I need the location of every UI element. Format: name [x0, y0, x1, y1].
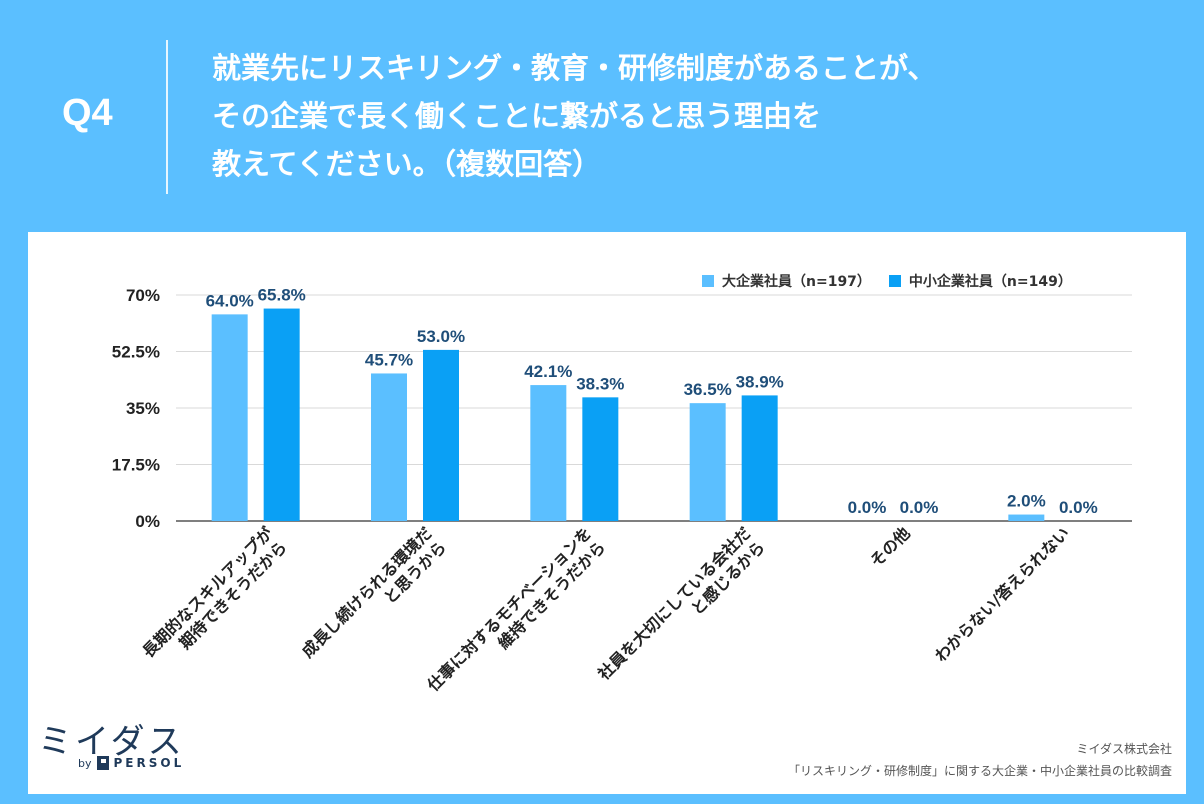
data-label: 38.9%: [736, 372, 784, 391]
data-label: 0.0%: [848, 498, 887, 517]
y-tick-label: 52.5%: [112, 343, 160, 362]
source-company: ミイダス株式会社: [1076, 742, 1172, 756]
x-tick-label-line: その他: [866, 523, 913, 570]
x-tick-label-line: 成長し続けられる環境だ: [298, 523, 436, 661]
legend-swatch: [702, 275, 714, 287]
x-tick-label-line: 社員を大切にしている会社だ: [594, 523, 755, 684]
question-line: その企業で長く働くことに繋がると思う理由を: [212, 99, 822, 133]
bar: [263, 308, 300, 521]
bar: [689, 403, 726, 521]
miidas-logo: ミイダス by PERSOL: [38, 714, 228, 776]
source-survey: 「リスキリング・研修制度」に関する大企業・中小企業社員の比較調査: [787, 764, 1172, 778]
data-label: 2.0%: [1007, 492, 1046, 511]
x-tick-label: 社員を大切にしている会社だと感じるから: [594, 523, 769, 698]
y-tick-label: 70%: [126, 286, 160, 305]
legend-label: 中小企業社員（n=149）: [908, 274, 1072, 290]
data-label: 0.0%: [900, 498, 939, 517]
x-tick-label-line: 仕事に対するモチベーションを: [423, 523, 595, 695]
question-text: 就業先にリスキリング・教育・研修制度があることが、 その企業で長く働くことに繋が…: [212, 44, 1172, 188]
logo-brand: PERSOL: [113, 756, 185, 770]
bar: [741, 395, 778, 521]
bar: [371, 373, 407, 521]
logo-byline: by PERSOL: [78, 756, 184, 770]
bar: [530, 385, 567, 521]
question-line: 教えてください。（複数回答）: [212, 147, 602, 181]
question-line: 就業先にリスキリング・教育・研修制度があることが、: [212, 51, 937, 85]
x-tick-label: 成長し続けられる環境だと思うから: [298, 523, 450, 675]
x-tick-label: 仕事に対するモチベーションを維持できそうだから: [423, 523, 609, 709]
data-label: 0.0%: [1059, 498, 1098, 517]
legend-item-large: 大企業社員（n=197）: [702, 271, 871, 291]
data-label: 64.0%: [206, 291, 254, 310]
chart-legend: 大企業社員（n=197） 中小企業社員（n=149）: [702, 271, 1072, 291]
legend-swatch: [888, 275, 901, 287]
question-header: Q4 就業先にリスキリング・教育・研修制度があることが、 その企業で長く働くこと…: [0, 0, 1204, 230]
data-label: 45.7%: [365, 350, 413, 369]
header-divider: [166, 40, 168, 194]
x-tick-label-line: 長期的なスキルアップが: [139, 523, 277, 661]
logo-by: by: [78, 756, 92, 770]
persol-mark-icon: [96, 756, 109, 770]
data-label: 36.5%: [684, 380, 732, 399]
x-tick-label: 長期的なスキルアップが期待できそうだから: [139, 523, 291, 675]
y-tick-label: 0%: [135, 512, 160, 531]
legend-item-small: 中小企業社員（n=149）: [888, 271, 1072, 291]
data-label: 42.1%: [524, 362, 572, 381]
bar: [1008, 514, 1045, 521]
question-number: Q4: [62, 92, 113, 134]
source-note: ミイダス株式会社 「リスキリング・研修制度」に関する大企業・中小企業社員の比較調…: [788, 738, 1172, 782]
bar: [423, 349, 459, 521]
x-tick-label-line: わからない/答えられない: [931, 523, 1073, 665]
data-label: 53.0%: [417, 327, 465, 346]
x-tick-label: わからない/答えられない: [931, 523, 1073, 665]
y-tick-label: 35%: [126, 399, 160, 418]
bar: [582, 397, 619, 521]
legend-label: 大企業社員（n=197）: [722, 274, 871, 290]
y-tick-label: 17.5%: [112, 456, 160, 475]
bar: [211, 314, 248, 521]
data-label: 65.8%: [258, 286, 306, 305]
logo-wordmark: ミイダス: [38, 722, 185, 762]
x-tick-label: その他: [866, 523, 913, 570]
data-label: 38.3%: [576, 374, 624, 393]
